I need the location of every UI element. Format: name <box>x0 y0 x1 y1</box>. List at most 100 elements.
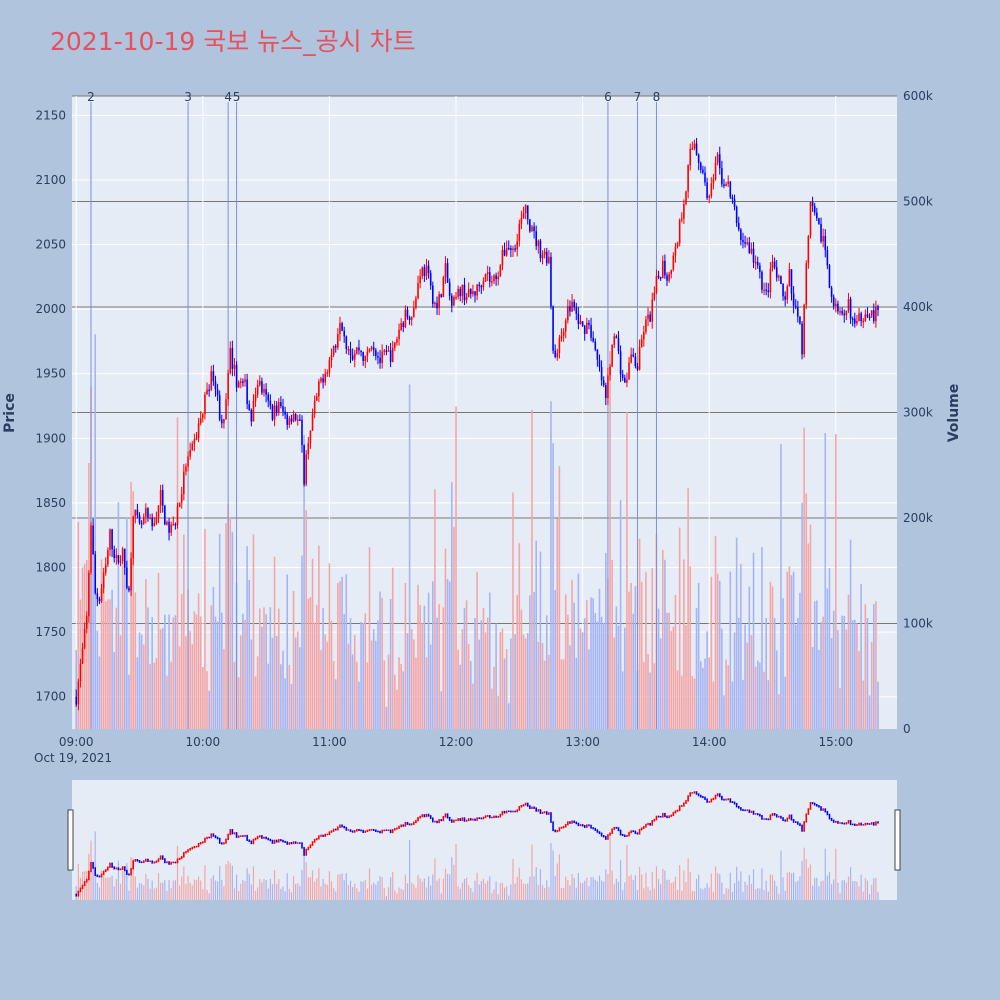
volume-bar <box>769 581 772 729</box>
volume-bar <box>136 657 139 729</box>
candle <box>575 307 578 314</box>
candle <box>107 550 109 565</box>
candle <box>617 338 620 352</box>
range-slider-volume-bar <box>518 867 520 900</box>
range-slider-right-handle[interactable] <box>894 809 901 871</box>
range-slider-volume-bar <box>624 882 626 900</box>
candle <box>337 334 339 348</box>
volume-bar <box>510 638 512 729</box>
candle <box>79 663 82 682</box>
candle <box>271 405 274 420</box>
range-slider-volume-bar <box>801 860 803 900</box>
volume-bar <box>225 523 227 729</box>
volume-bar <box>172 617 175 729</box>
candle <box>822 235 824 242</box>
range-slider-volume-bar <box>276 883 278 900</box>
candle <box>820 223 822 242</box>
volume-tick-label: 100k <box>903 617 933 631</box>
candle <box>702 169 704 173</box>
candle <box>826 249 829 266</box>
candle <box>398 329 400 340</box>
range-slider-volume-bar <box>672 882 674 900</box>
range-slider[interactable] <box>72 780 897 900</box>
candle <box>868 316 871 319</box>
volume-bar <box>794 624 797 729</box>
range-slider-volume-bar <box>231 865 233 900</box>
candle <box>571 301 573 312</box>
candles <box>75 137 879 711</box>
price-tick-label: 1700 <box>35 690 66 704</box>
candle <box>605 385 607 399</box>
range-slider-volume-bar <box>826 875 828 900</box>
volume-bar <box>493 666 495 729</box>
range-slider-volume-bar <box>303 848 305 900</box>
range-slider-volume-bar <box>286 873 288 900</box>
candle <box>218 395 221 420</box>
volume-bar <box>178 646 181 729</box>
volume-bar <box>351 654 354 729</box>
candle <box>773 261 776 268</box>
range-slider-volume-bar <box>455 843 457 900</box>
candle <box>400 323 402 330</box>
volume-bar <box>632 613 635 729</box>
volume-bar <box>845 629 848 729</box>
candle <box>687 165 689 192</box>
volume-bar <box>212 586 215 729</box>
candle <box>155 517 158 523</box>
range-slider-volume-bar <box>105 877 107 900</box>
range-slider-volume-bar <box>582 883 584 900</box>
candle <box>647 314 649 320</box>
candle <box>659 277 662 279</box>
range-slider-volume-bar <box>719 874 721 900</box>
range-slider-volume-bar <box>94 831 96 900</box>
range-slider-volume-bar <box>489 876 491 900</box>
range-slider-volume-bar <box>596 881 598 900</box>
range-slider-volume-bar <box>442 878 444 900</box>
volume-bar <box>678 527 681 729</box>
volume-bar <box>379 591 381 729</box>
candle <box>615 336 618 339</box>
time-axis: 09:00 10:00 11:00 12:00 13:00 14:00 15:00 <box>59 735 853 749</box>
range-slider-volume-bar <box>778 893 780 900</box>
range-slider-volume-bar <box>195 880 198 900</box>
candle <box>457 288 459 297</box>
range-slider-volume-bar <box>187 875 189 900</box>
range-slider-left-handle[interactable] <box>67 809 74 871</box>
volume-bar <box>330 620 333 729</box>
candle <box>733 199 736 207</box>
candle <box>816 212 818 219</box>
range-slider-volume-bar <box>841 880 843 900</box>
range-slider-volume-bar <box>774 880 776 900</box>
volume-bar <box>822 616 824 729</box>
range-slider-volume-bar <box>860 874 862 900</box>
range-slider-volume-bar <box>113 886 115 900</box>
volume-bar <box>442 607 445 729</box>
volume-bar <box>269 607 272 729</box>
volume-bar <box>813 601 816 729</box>
range-slider-volume-bar <box>687 858 689 900</box>
volume-bar <box>543 660 546 729</box>
candle <box>554 350 556 358</box>
volume-bar <box>362 622 364 729</box>
range-slider-volume-bar <box>809 864 812 900</box>
volume-bar <box>377 620 379 729</box>
volume-bar <box>113 651 115 729</box>
range-slider-volume-bar <box>107 877 109 900</box>
candle <box>174 523 177 526</box>
candle <box>248 404 251 410</box>
candle <box>600 367 603 381</box>
range-slider-volume-bar <box>763 890 765 900</box>
candle <box>786 286 789 300</box>
range-slider-volume-bar <box>605 869 607 900</box>
range-slider-volume-bar <box>744 881 746 900</box>
range-slider-volume-bar <box>155 887 157 900</box>
range-slider-volume-bar <box>430 885 432 900</box>
news-marker-label: 6 <box>604 90 612 104</box>
candle <box>596 349 599 360</box>
range-slider-volume-bar <box>731 891 734 900</box>
volume-bar <box>545 615 548 729</box>
range-slider-volume-bar <box>126 863 128 900</box>
range-slider-volume-bar <box>468 885 470 900</box>
range-slider-volume-bar <box>280 888 282 900</box>
volume-tick-label: 0 <box>903 722 911 736</box>
